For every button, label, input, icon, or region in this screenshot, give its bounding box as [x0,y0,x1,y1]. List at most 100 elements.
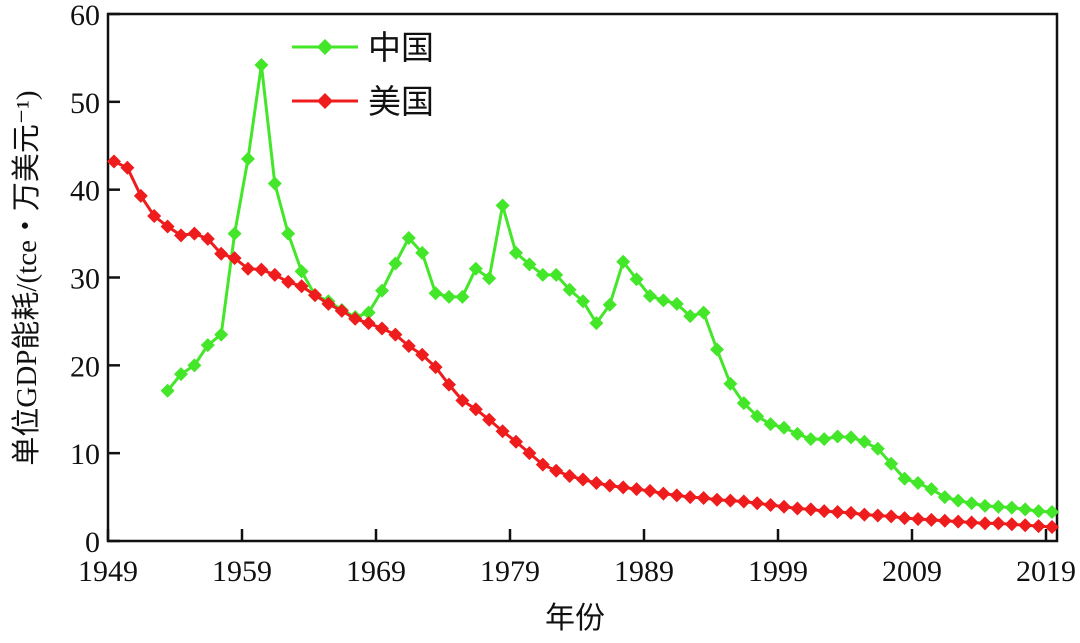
data-point [388,327,403,342]
series-line [113,160,1053,529]
data-point [455,289,470,304]
data-point [964,515,979,530]
data-point [1004,500,1019,515]
data-point [763,417,778,432]
data-point [937,490,952,505]
data-point [669,488,684,503]
y-tick-label: 0 [85,526,100,559]
data-point [415,245,430,260]
data-point [388,256,403,271]
data-point [857,434,872,449]
x-tick-label: 1959 [212,555,272,588]
data-point [723,493,738,508]
data-point [978,516,992,531]
data-point [576,294,590,309]
data-point [428,360,443,375]
data-point [616,480,631,495]
data-point [683,309,698,324]
data-point [643,483,657,498]
data-point [736,494,751,509]
data-point [468,402,483,417]
data-point [160,383,175,398]
data-point [817,504,832,519]
data-point [133,188,148,203]
data-point [361,305,376,320]
x-tick-label: 2019 [1016,555,1076,588]
data-point [254,57,269,72]
data-point [549,463,564,478]
data-point [830,429,845,444]
data-point [937,513,952,528]
data-point [750,409,765,424]
data-point [361,316,376,331]
data-point [187,226,202,241]
data-point [844,505,858,520]
data-point [254,262,269,277]
data-point [348,311,363,326]
data-point [241,151,255,166]
data-point [991,516,1006,531]
data-point [830,505,845,520]
data-point [777,420,791,435]
data-point [656,293,671,308]
data-point [951,493,966,508]
data-point [1018,518,1033,533]
data-point [214,246,229,261]
data-point [1031,519,1046,534]
data-point [1004,517,1019,532]
data-point [495,198,510,213]
data-point [308,288,322,303]
data-point [468,261,483,276]
data-point [160,219,175,234]
data-point [777,499,791,514]
data-point [214,327,229,342]
data-point [294,264,309,279]
y-tick-label: 50 [70,87,100,120]
data-point [281,226,296,241]
data-point [509,434,523,449]
data-point [267,176,282,191]
data-point [562,469,577,484]
data-point [187,358,202,373]
data-point [509,245,523,260]
data-point [334,303,349,318]
x-tick-label: 1949 [78,555,138,588]
legend-label: 美国 [368,84,434,121]
data-point [174,367,188,382]
data-point [227,251,242,266]
data-point [643,288,657,303]
data-point [723,376,738,391]
data-point [375,321,389,336]
data-point [428,286,443,301]
data-point [227,226,242,241]
x-tick-label: 1999 [748,555,808,588]
data-point [629,482,644,497]
data-point [482,412,497,427]
data-point [803,432,818,447]
data-point [120,160,135,175]
data-point [241,261,255,276]
data-point [978,498,992,513]
data-point [790,426,805,441]
data-point [911,512,925,527]
legend-marker [317,39,333,55]
data-point [857,507,872,522]
series-usa [107,154,1059,534]
legend-label: 中国 [368,30,434,67]
x-axis-label: 年份 [545,602,605,635]
data-point [147,209,162,224]
data-point [1018,502,1033,517]
data-point [576,472,590,487]
data-point [884,456,899,471]
data-point [964,496,979,511]
plot-frame [106,12,1059,543]
y-axis-label: 单位GDP能耗/(tce・万美元⁻¹) [10,90,43,465]
data-point [281,274,296,289]
data-point [911,476,925,491]
data-point [991,499,1006,514]
data-point [669,296,684,311]
data-point [897,471,912,486]
data-point [401,339,416,354]
